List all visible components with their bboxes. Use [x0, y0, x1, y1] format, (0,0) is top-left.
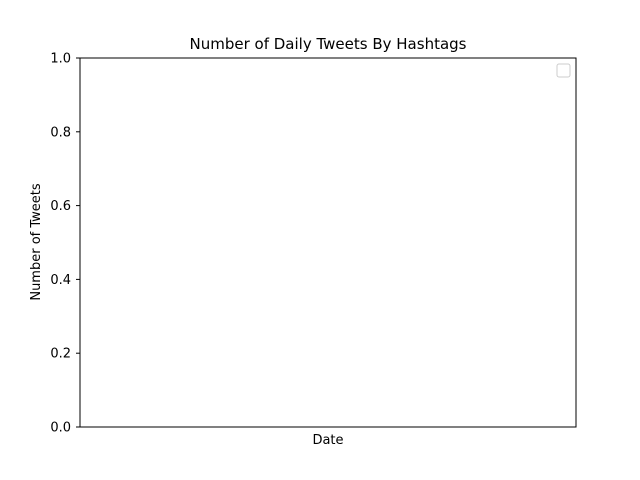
y-tick-label: 0.0: [50, 421, 71, 436]
legend: [556, 63, 571, 78]
legend-box: [556, 63, 571, 78]
plot-area: [79, 57, 577, 428]
y-tick-label: 1.0: [50, 52, 71, 67]
y-tick-label: 0.2: [50, 347, 71, 362]
y-axis-ticks: 0.0 0.2 0.4 0.6 0.8 1.0: [50, 52, 80, 436]
x-axis-label: Date: [312, 433, 343, 448]
chart-title: Number of Daily Tweets By Hashtags: [190, 35, 467, 53]
y-tick-label: 0.8: [50, 125, 71, 140]
y-tick-label: 0.6: [50, 199, 71, 214]
y-tick-label: 0.4: [50, 273, 71, 288]
y-axis-label: Number of Tweets: [29, 183, 44, 301]
